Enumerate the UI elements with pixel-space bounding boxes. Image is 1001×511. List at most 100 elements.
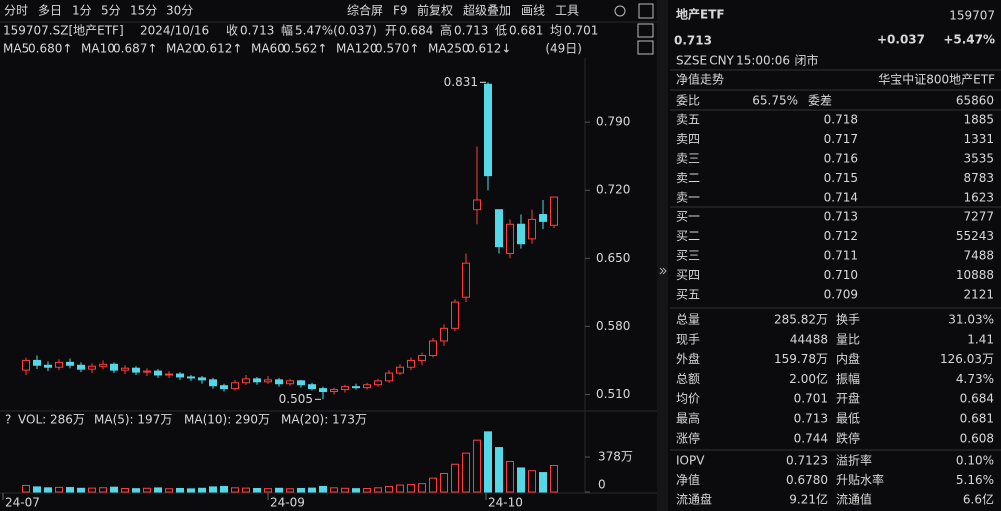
- toolbar-button[interactable]: 工具: [555, 4, 579, 18]
- candle-body: [154, 370, 162, 376]
- stat-value: 159.78万: [774, 352, 828, 366]
- stat-label: 流通盘: [676, 492, 712, 507]
- volume-bar: [44, 487, 52, 493]
- candle-body: [407, 359, 415, 368]
- toolbar-tab[interactable]: 30分: [166, 4, 193, 18]
- toolbar-button[interactable]: 综合屏: [347, 3, 383, 18]
- stat-label: 总额: [676, 372, 700, 386]
- candle-body: [198, 377, 206, 381]
- stat-label: 开盘: [836, 391, 860, 406]
- stat-label: 振幅: [836, 371, 860, 386]
- book-label: 卖四: [676, 132, 700, 146]
- layout-icon[interactable]: [638, 3, 654, 19]
- candle-body: [429, 340, 437, 357]
- toolbar-button[interactable]: F9: [393, 4, 408, 18]
- candle-body: [506, 223, 514, 254]
- volume-bar: [187, 488, 195, 493]
- candle-body: [110, 363, 118, 371]
- volume-bar: [407, 484, 415, 493]
- volume-bar: [143, 487, 151, 493]
- volume-bar: [165, 488, 173, 493]
- candle-body: [451, 301, 459, 329]
- quote-meta: CNY: [709, 54, 734, 68]
- volume-bar: [308, 487, 316, 493]
- toolbar-tab[interactable]: 1分: [72, 4, 92, 18]
- toolbar-tab[interactable]: 分时: [4, 4, 28, 18]
- candle-body: [539, 214, 547, 222]
- splitter-arrow[interactable]: [659, 267, 667, 275]
- volume-bar: [539, 472, 547, 493]
- stat-value: 0.684: [960, 392, 994, 406]
- ma-value: 0.687↑: [113, 42, 157, 56]
- volume-bar: [22, 485, 30, 493]
- row-value: 65.75%: [752, 94, 798, 108]
- volume-bar: [264, 488, 272, 493]
- candle-body: [132, 367, 140, 373]
- candle-body: [484, 83, 492, 177]
- candle-body: [330, 389, 338, 393]
- book-label: 买四: [676, 268, 700, 282]
- stat-label: 现手: [676, 332, 700, 346]
- ma-name: MA10: [81, 42, 115, 56]
- volume-bar: [132, 488, 140, 493]
- book-volume: 7488: [963, 249, 994, 263]
- info-value: 5.47%(0.037): [295, 24, 377, 38]
- wp-icon[interactable]: [637, 23, 654, 38]
- book-label: 买三: [676, 249, 700, 263]
- volume-bar: [110, 486, 118, 493]
- book-price: 0.712: [824, 229, 858, 243]
- volume-bar: [528, 470, 536, 493]
- stat-value: 9.21亿: [789, 492, 828, 507]
- ma-value: 0.570↑: [375, 42, 419, 56]
- book-volume: 55243: [956, 229, 994, 243]
- volume-bar: [550, 465, 558, 493]
- vol-legend: VOL: 286万: [18, 413, 85, 427]
- candle-body: [352, 386, 360, 389]
- candle-body: [440, 327, 448, 342]
- info-label: 低: [495, 24, 507, 38]
- vol-tick-label: 378万: [598, 450, 633, 464]
- candle-body: [275, 379, 283, 385]
- help-icon[interactable]: ?: [5, 413, 11, 427]
- tab[interactable]: 华宝中证800地产ETF: [878, 72, 995, 87]
- toolbar-tab[interactable]: 多日: [38, 4, 62, 18]
- candle-body: [66, 361, 74, 366]
- ma-name: MA5: [3, 42, 29, 56]
- volume-bar: [176, 487, 184, 493]
- book-price: 0.715: [824, 171, 858, 185]
- candle-body: [209, 379, 217, 387]
- book-price: 0.716: [824, 152, 858, 166]
- candle-body: [187, 376, 195, 379]
- y-tick-label: 0.790: [596, 115, 630, 129]
- toolbar-button[interactable]: 画线: [521, 4, 545, 18]
- tab[interactable]: 净值走势: [676, 72, 724, 87]
- candle-body: [418, 355, 426, 361]
- volume-bar: [275, 487, 283, 493]
- settings-icon[interactable]: [614, 5, 626, 17]
- volume-bar: [484, 431, 492, 493]
- volume-bar: [440, 472, 448, 493]
- info-value: 0.701: [564, 24, 598, 38]
- book-label: 卖三: [676, 152, 700, 166]
- book-label: 买二: [676, 229, 700, 243]
- stat-label: 最高: [676, 411, 700, 426]
- stat-value: 6.6亿: [963, 492, 994, 507]
- splitter[interactable]: [657, 0, 668, 511]
- ma-value: 0.612↑: [198, 42, 242, 56]
- toolbar-button[interactable]: 前复权: [417, 3, 453, 18]
- toolbar-tab[interactable]: 5分: [101, 4, 121, 18]
- toolbar-tab[interactable]: 15分: [130, 4, 157, 18]
- stock-date: 2024/10/16: [140, 24, 209, 38]
- candle-body: [99, 363, 107, 367]
- stat-value: 0.608: [960, 431, 994, 445]
- stat-value: 1.41: [967, 332, 994, 346]
- info-label: 开: [385, 24, 397, 38]
- vol-tick-label: 0: [598, 478, 606, 492]
- dropdown-icon[interactable]: [637, 40, 654, 55]
- volume-bar: [99, 487, 107, 493]
- volume-bar: [253, 487, 261, 493]
- toolbar-button[interactable]: 超级叠加: [463, 3, 511, 18]
- info-label: 均: [550, 24, 562, 38]
- y-tick-label: 0.650: [596, 251, 630, 265]
